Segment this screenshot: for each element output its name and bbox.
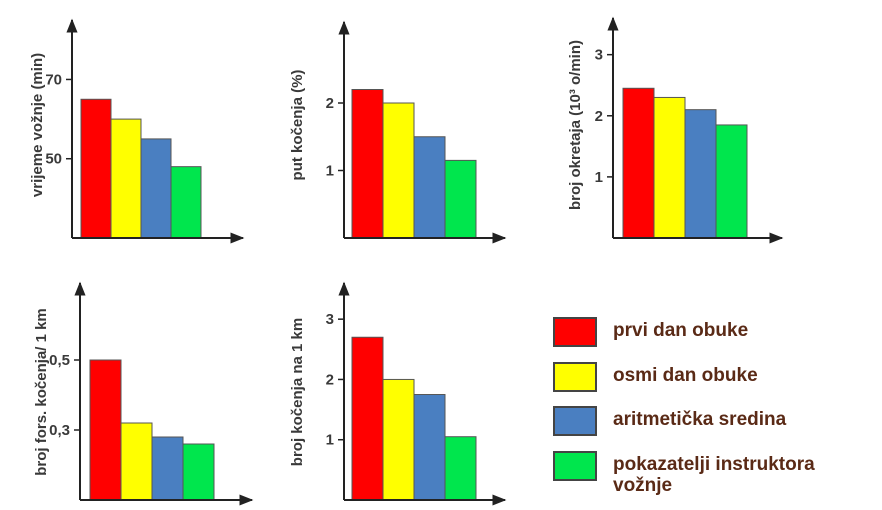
y-tick-label: 1: [326, 432, 334, 449]
legend-item-eighth-day: osmi dan obuke: [553, 362, 863, 392]
bar: [140, 138, 172, 239]
bar: [351, 89, 384, 239]
chart-panel-braking-distance: 1 2 put kočenja (%): [289, 20, 507, 244]
legend-label: osmi dan obuke: [613, 365, 758, 386]
chart-panel-engine-rpm: 1 2 3 broj okretaja (10³ o/min): [567, 16, 784, 244]
bar: [110, 118, 142, 239]
y-axis-label: broj fors. kočenja/ 1 km: [33, 308, 50, 476]
legend-swatch-blue: [553, 406, 597, 436]
y-tick-label: 0,5: [49, 352, 70, 369]
y-tick-label: 50: [45, 151, 62, 168]
y-tick-label: 3: [595, 47, 603, 64]
bar: [444, 159, 477, 239]
y-axis-label: broj kočenja na 1 km: [289, 318, 306, 466]
bar: [170, 166, 202, 239]
legend-swatch-red: [553, 317, 597, 347]
y-tick-label: 70: [45, 71, 62, 88]
bar: [382, 378, 415, 501]
y-tick-label: 2: [595, 108, 603, 125]
legend-label: pokazatelji instruktora vožnje: [613, 454, 815, 496]
legend-swatch-yellow: [553, 362, 597, 392]
y-tick-label: 1: [326, 163, 334, 180]
y-tick-label: 2: [326, 371, 334, 388]
legend-label: aritmetička sredina: [613, 409, 787, 430]
chart-panel-braking-count: 1 2 3 broj kočenja na 1 km: [289, 281, 507, 506]
y-tick-label: 1: [595, 169, 603, 186]
bar: [351, 336, 384, 501]
legend-swatch-green: [553, 451, 597, 481]
bar: [382, 102, 415, 239]
legend-label: prvi dan obuke: [613, 320, 749, 341]
bar: [151, 436, 184, 501]
bar: [182, 443, 215, 501]
bar: [89, 359, 122, 501]
legend-item-instructor: pokazatelji instruktora vožnje: [553, 451, 863, 496]
bar: [80, 98, 112, 239]
bar: [444, 436, 477, 501]
y-axis-label: vrijeme vožnje (min): [29, 53, 46, 197]
y-tick-label: 2: [326, 95, 334, 112]
y-tick-label: 3: [326, 311, 334, 328]
y-tick-label: 0,3: [49, 422, 70, 439]
bar: [622, 87, 655, 239]
bar: [653, 96, 686, 239]
bar: [413, 394, 446, 501]
legend-item-first-day: prvi dan obuke: [553, 317, 863, 347]
y-axis-label: put kočenja (%): [289, 70, 306, 181]
bar: [413, 136, 446, 239]
bar: [684, 109, 717, 239]
bar: [715, 124, 748, 239]
bar: [120, 422, 153, 501]
y-axis-label: broj okretaja (10³ o/min): [567, 40, 584, 210]
legend-item-arithmetic-mean: aritmetička sredina: [553, 406, 863, 436]
